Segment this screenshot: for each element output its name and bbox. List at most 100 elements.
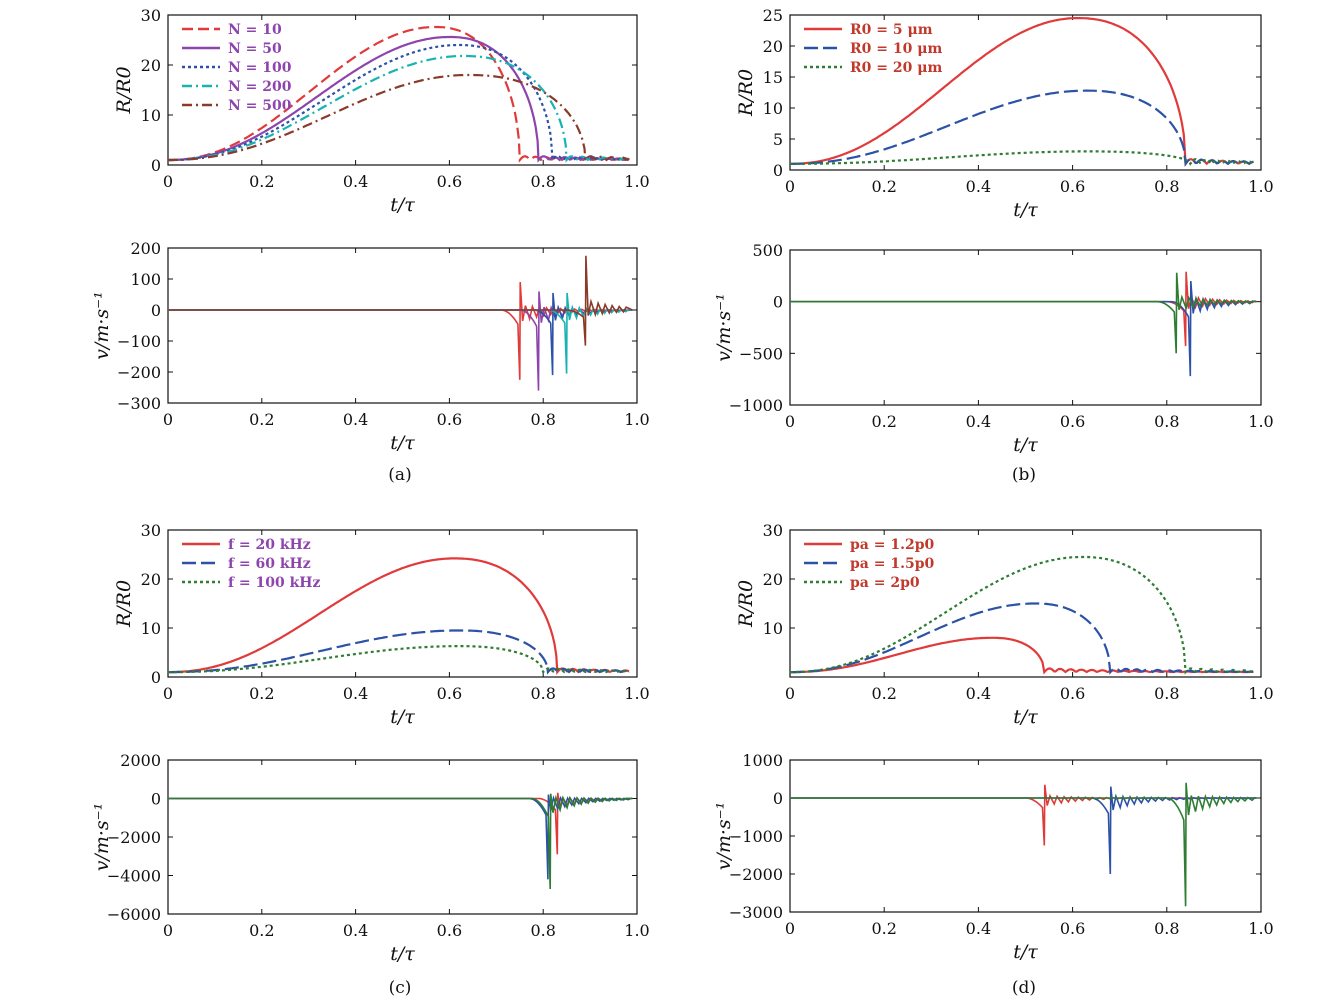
x-tick-label: 0.2 bbox=[249, 921, 274, 940]
x-tick-label: 1.0 bbox=[1248, 177, 1273, 196]
x-tick-label: 0.6 bbox=[1060, 177, 1085, 196]
x-axis-label: t/τ bbox=[390, 194, 415, 216]
y-tick-label: 0 bbox=[151, 156, 161, 175]
y-axis-label: R/R0 bbox=[735, 69, 757, 117]
y-tick-label: −100 bbox=[117, 332, 161, 351]
x-axis-label: t/τ bbox=[1013, 941, 1038, 963]
x-tick-label: 1.0 bbox=[624, 410, 649, 429]
y-tick-label: 0 bbox=[151, 301, 161, 320]
plot-frame bbox=[167, 759, 638, 915]
x-tick-label: 0.2 bbox=[249, 410, 274, 429]
x-tick-label: 0 bbox=[163, 172, 173, 191]
legend-label: f = 60 kHz bbox=[228, 556, 311, 572]
series-line-3 bbox=[168, 292, 633, 376]
y-tick-label: −2000 bbox=[729, 865, 783, 884]
x-tick-label: 0 bbox=[163, 921, 173, 940]
plot-frame bbox=[167, 14, 638, 166]
series-line-3 bbox=[790, 272, 1257, 354]
y-tick-label: −300 bbox=[117, 394, 161, 413]
y-tick-label: −200 bbox=[117, 363, 161, 382]
x-tick-label: 0.4 bbox=[966, 684, 991, 703]
legend-label: N = 100 bbox=[228, 60, 292, 76]
y-tick-label: 2000 bbox=[120, 751, 161, 770]
series-line-2 bbox=[790, 602, 1253, 675]
x-tick-label: 0.8 bbox=[1154, 919, 1179, 938]
y-tick-label: 30 bbox=[141, 521, 161, 540]
y-tick-label: −3000 bbox=[729, 903, 783, 922]
y-tick-label: 25 bbox=[763, 6, 783, 25]
x-tick-label: 0.2 bbox=[249, 172, 274, 191]
series-line-4 bbox=[168, 292, 633, 374]
x-axis-label: t/τ bbox=[390, 706, 415, 728]
y-tick-label: −6000 bbox=[107, 905, 161, 924]
x-tick-label: 0.4 bbox=[343, 684, 368, 703]
y-tick-label: −1000 bbox=[729, 827, 783, 846]
x-tick-label: 0.6 bbox=[1060, 919, 1085, 938]
y-tick-label: 0 bbox=[773, 789, 783, 808]
plot-frame bbox=[167, 247, 638, 404]
y-axis-label: v/m·s⁻¹ bbox=[91, 291, 113, 360]
plot-radius-vs-time-b: 0 0.2 0.4 0.6 0.8 1.0 0 5 10 15 20 25 t/τ R/R0 R0 = 5 … bbox=[735, 6, 1274, 221]
x-tick-label: 0 bbox=[785, 919, 795, 938]
x-tick-label: 0.2 bbox=[871, 684, 896, 703]
y-tick-label: 0 bbox=[773, 293, 783, 312]
legend-label: N = 500 bbox=[228, 98, 292, 114]
x-tick-label: 0 bbox=[163, 410, 173, 429]
series-line-1 bbox=[790, 17, 1254, 167]
x-tick-label: 0.2 bbox=[871, 919, 896, 938]
legend-label: R0 = 10 μm bbox=[850, 41, 942, 57]
y-axis-label: R/R0 bbox=[113, 66, 135, 114]
y-tick-label: 10 bbox=[141, 619, 161, 638]
y-tick-label: 20 bbox=[141, 570, 161, 589]
y-axis-label: v/m·s⁻¹ bbox=[713, 802, 735, 871]
y-tick-label: 100 bbox=[130, 270, 161, 289]
plot-radius-vs-time-a: 0 0.2 0.4 0.6 0.8 1.0 0 10 20 30 t/τ R/R0 N = 10 N = … bbox=[113, 6, 650, 216]
y-tick-label: 30 bbox=[141, 6, 161, 25]
x-tick-label: 0.4 bbox=[966, 412, 991, 431]
x-tick-label: 0.2 bbox=[249, 684, 274, 703]
x-tick-label: 0.8 bbox=[1154, 177, 1179, 196]
plot-frame bbox=[167, 529, 638, 678]
x-axis-label: t/τ bbox=[390, 432, 415, 454]
y-tick-label: 200 bbox=[130, 239, 161, 258]
legend-label: pa = 1.5p0 bbox=[850, 556, 934, 572]
y-tick-label: 20 bbox=[141, 56, 161, 75]
panel-label-b: (b) bbox=[1012, 465, 1036, 485]
y-axis-label: v/m·s⁻¹ bbox=[713, 293, 735, 362]
series-line-3 bbox=[168, 793, 633, 890]
plot-velocity-vs-time-d: 0 0.2 0.4 0.6 0.8 1.0 −3000 −2000 −1000 0 1000 t/τ v… bbox=[713, 751, 1274, 963]
plot-radius-vs-time-c: 0 0.2 0.4 0.6 0.8 1.0 0 10 20 30 t/τ R/R0 f = 20 kHz… bbox=[113, 521, 650, 728]
x-tick-label: 0.6 bbox=[437, 921, 462, 940]
x-tick-label: 0.8 bbox=[1154, 684, 1179, 703]
x-tick-label: 0.6 bbox=[437, 172, 462, 191]
series-line-3 bbox=[790, 150, 1254, 166]
x-tick-label: 0 bbox=[785, 177, 795, 196]
y-tick-label: 10 bbox=[763, 619, 783, 638]
x-tick-label: 0.6 bbox=[1060, 412, 1085, 431]
y-tick-label: −2000 bbox=[107, 828, 161, 847]
y-tick-label: 0 bbox=[151, 790, 161, 809]
legend-label: pa = 2p0 bbox=[850, 575, 920, 591]
y-axis-label: R/R0 bbox=[735, 580, 757, 628]
x-tick-label: 0.8 bbox=[530, 172, 555, 191]
x-tick-label: 0.8 bbox=[530, 684, 555, 703]
series-line-1 bbox=[168, 282, 633, 380]
legend-label: R0 = 5 μm bbox=[850, 22, 933, 38]
x-tick-label: 1.0 bbox=[1248, 412, 1273, 431]
x-tick-label: 1.0 bbox=[624, 921, 649, 940]
y-tick-label: 10 bbox=[141, 106, 161, 125]
series-line-5 bbox=[168, 255, 633, 346]
y-tick-label: 20 bbox=[763, 37, 783, 56]
x-tick-label: 0 bbox=[163, 684, 173, 703]
legend-label: N = 50 bbox=[228, 41, 282, 57]
y-tick-label: 10 bbox=[763, 99, 783, 118]
x-tick-label: 1.0 bbox=[1248, 919, 1273, 938]
x-tick-label: 0.8 bbox=[530, 921, 555, 940]
x-tick-label: 0 bbox=[785, 412, 795, 431]
x-tick-label: 0.4 bbox=[966, 919, 991, 938]
y-tick-label: −500 bbox=[739, 344, 783, 363]
y-tick-label: 30 bbox=[763, 521, 783, 540]
y-tick-label: 1000 bbox=[742, 751, 783, 770]
x-tick-label: 0.8 bbox=[530, 410, 555, 429]
